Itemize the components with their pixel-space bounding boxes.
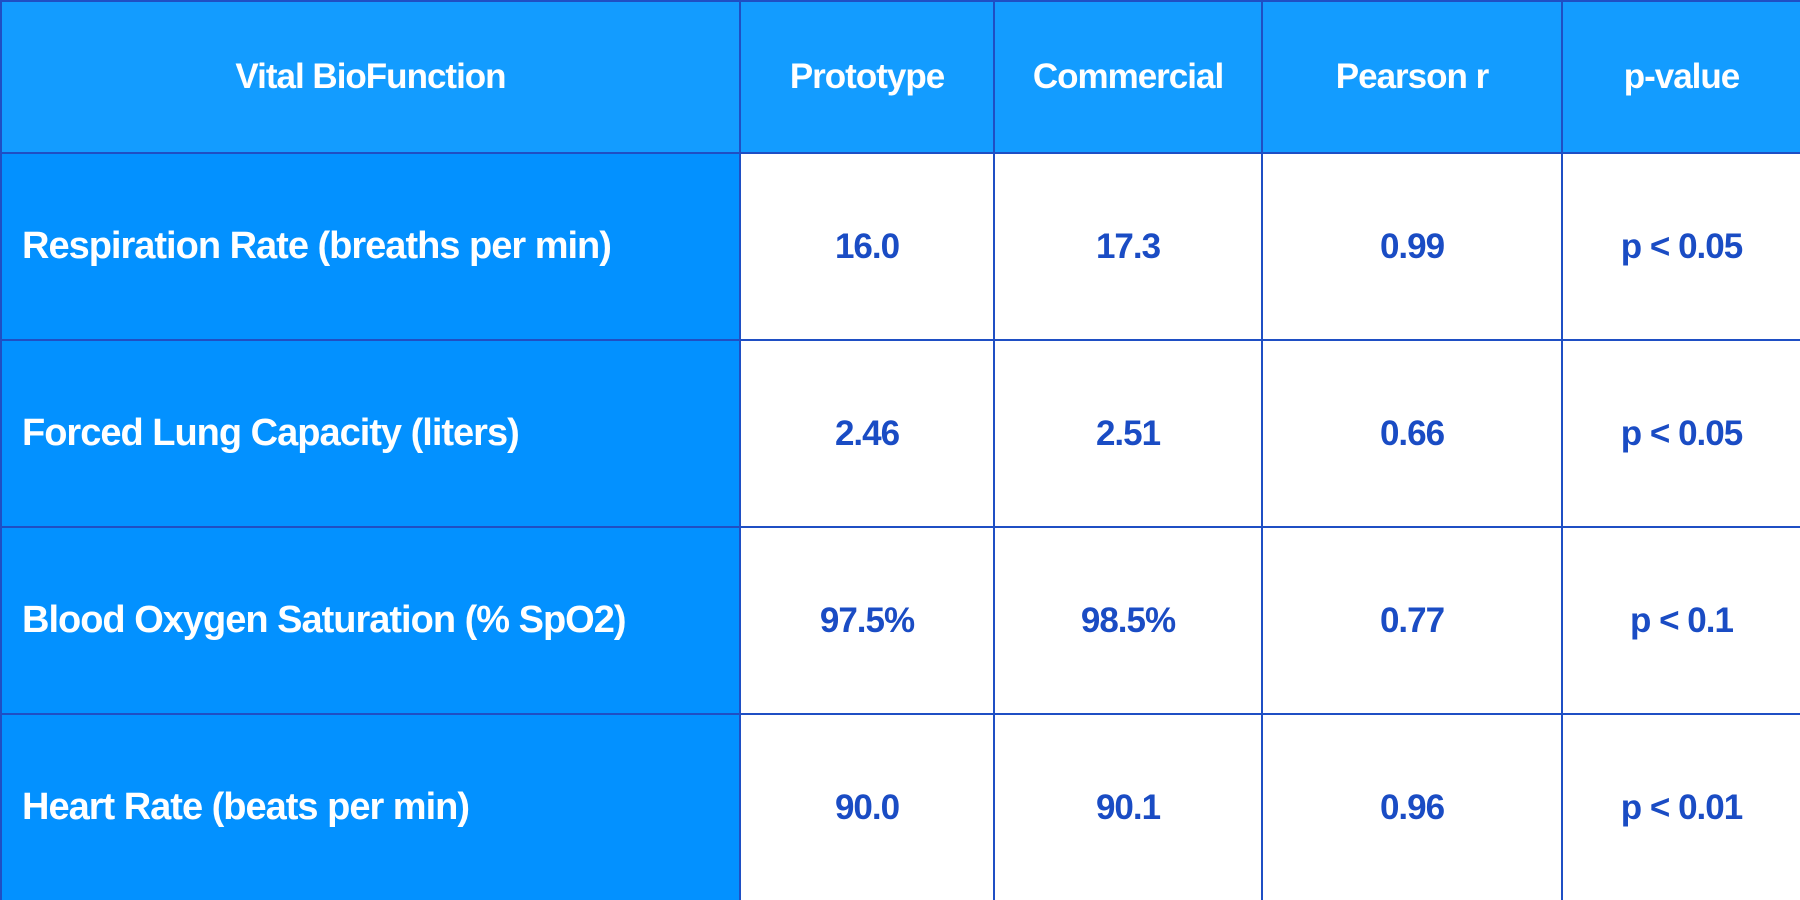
commercial-value: 98.5% (993, 526, 1263, 715)
prototype-value: 97.5% (739, 526, 995, 715)
p-value-value: p < 0.05 (1561, 152, 1800, 341)
row-label: Blood Oxygen Saturation (% SpO2) (0, 526, 741, 715)
p-value-value: p < 0.01 (1561, 713, 1800, 900)
p-value-value: p < 0.1 (1561, 526, 1800, 715)
pearson-r-value: 0.77 (1261, 526, 1563, 715)
commercial-value: 17.3 (993, 152, 1263, 341)
header-row: Vital BioFunction Prototype Commercial P… (0, 0, 1800, 154)
prototype-value: 2.46 (739, 339, 995, 528)
header-p-value: p-value (1561, 0, 1800, 154)
prototype-value: 16.0 (739, 152, 995, 341)
table-row: Forced Lung Capacity (liters) 2.46 2.51 … (0, 339, 1800, 528)
row-label: Respiration Rate (breaths per min) (0, 152, 741, 341)
pearson-r-value: 0.99 (1261, 152, 1563, 341)
table-row: Heart Rate (beats per min) 90.0 90.1 0.9… (0, 713, 1800, 900)
header-commercial: Commercial (993, 0, 1263, 154)
pearson-r-value: 0.96 (1261, 713, 1563, 900)
commercial-value: 2.51 (993, 339, 1263, 528)
header-vital-biofunction: Vital BioFunction (0, 0, 741, 154)
header-pearson-r: Pearson r (1261, 0, 1563, 154)
table-row: Respiration Rate (breaths per min) 16.0 … (0, 152, 1800, 341)
row-label: Heart Rate (beats per min) (0, 713, 741, 900)
pearson-r-value: 0.66 (1261, 339, 1563, 528)
table-body: Respiration Rate (breaths per min) 16.0 … (0, 152, 1800, 900)
prototype-value: 90.0 (739, 713, 995, 900)
table-header: Vital BioFunction Prototype Commercial P… (0, 0, 1800, 154)
p-value-value: p < 0.05 (1561, 339, 1800, 528)
row-label: Forced Lung Capacity (liters) (0, 339, 741, 528)
header-prototype: Prototype (739, 0, 995, 154)
table-row: Blood Oxygen Saturation (% SpO2) 97.5% 9… (0, 526, 1800, 715)
commercial-value: 90.1 (993, 713, 1263, 900)
